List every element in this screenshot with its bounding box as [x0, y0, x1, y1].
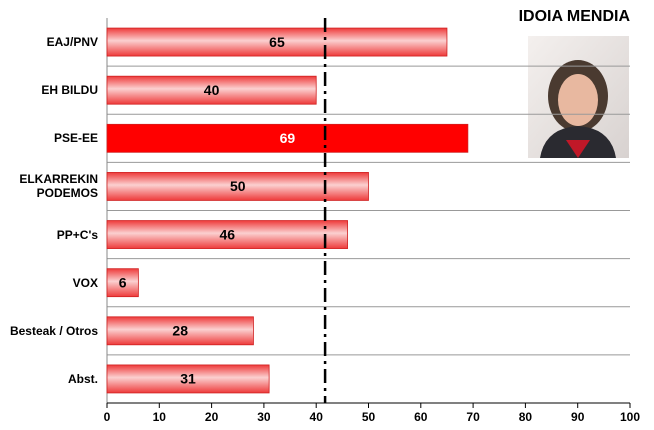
bar	[106, 316, 254, 346]
x-tick-label: 10	[153, 410, 167, 424]
x-tick-label: 40	[310, 410, 324, 424]
bar	[106, 220, 348, 249]
x-tick-label: 20	[205, 410, 219, 424]
value-label: 69	[280, 130, 296, 146]
bar	[106, 123, 469, 153]
x-tick-label: 80	[519, 410, 533, 424]
category-label: PSE-EE	[53, 131, 98, 146]
portrait-photo	[528, 36, 629, 158]
x-tick-label: 90	[571, 410, 585, 424]
bar	[106, 75, 317, 105]
category-label: PP+C's	[56, 227, 98, 242]
bar	[106, 27, 448, 57]
x-tick-label: 100	[620, 410, 640, 424]
category-label: EH BILDU	[41, 83, 98, 98]
bar	[106, 364, 270, 394]
value-label: 65	[269, 34, 285, 50]
chart-title: IDOIA MENDIA	[519, 8, 631, 25]
value-label: 28	[172, 323, 188, 339]
value-label: 50	[230, 178, 246, 194]
value-label: 46	[220, 226, 236, 242]
category-label: VOX	[72, 275, 98, 290]
x-tick-label: 60	[414, 410, 428, 424]
x-tick-label: 50	[362, 410, 376, 424]
value-label: 40	[204, 82, 220, 98]
category-label: Abst.	[68, 371, 98, 386]
value-label: 6	[119, 274, 127, 290]
value-label: 31	[180, 371, 196, 387]
x-tick-label: 70	[466, 410, 480, 424]
category-label: ELKARREKIN PODEMOS	[19, 172, 98, 201]
category-label: EAJ/PNV	[46, 35, 98, 50]
category-label: Besteak / Otros	[9, 323, 98, 338]
bar	[106, 268, 139, 298]
x-tick-label: 30	[257, 410, 271, 424]
x-tick-label: 0	[104, 410, 111, 424]
